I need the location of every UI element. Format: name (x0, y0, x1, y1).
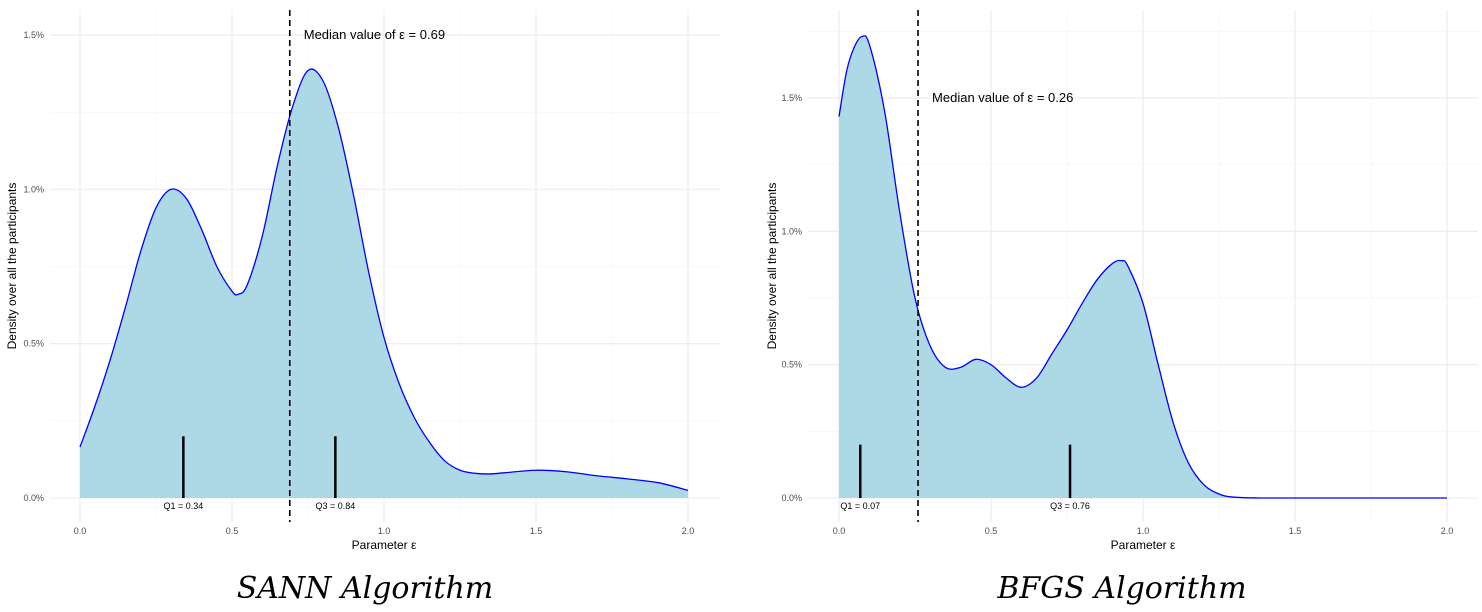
x-tick-label: 0.5 (985, 526, 998, 536)
y-tick-label: 0.5% (23, 339, 44, 349)
x-tick-label: 0.5 (226, 526, 239, 536)
y-tick-label: 1.0% (781, 226, 802, 236)
density-line (838, 35, 1447, 499)
y-tick-label: 0.0% (781, 493, 802, 503)
panel-title: BFGS Algorithm (996, 571, 1246, 606)
x-tick-label: 0.0 (833, 526, 846, 536)
x-tick-label: 1.5 (1289, 526, 1302, 536)
q3-label: Q3 = 0.76 (1050, 501, 1090, 511)
density-area (839, 35, 1447, 499)
y-tick-label: 1.5% (781, 93, 802, 103)
y-tick-label: 0.5% (781, 360, 802, 370)
q3-label: Q3 = 0.84 (315, 501, 355, 511)
x-tick-label: 1.0 (378, 526, 391, 536)
panel-sann: Q1 = 0.34 Q3 = 0.84 Median value of ε = 0.… (5, 10, 720, 606)
y-tick-label: 1.5% (23, 30, 44, 40)
x-axis-label: Parameter ε (352, 538, 417, 552)
x-tick-label: 2.0 (1441, 526, 1454, 536)
median-label: Median value of ε = 0.26 (932, 90, 1073, 105)
y-axis-label: Density over all the participants (5, 183, 19, 350)
q1-label: Q1 = 0.07 (840, 501, 880, 511)
x-tick-label: 1.0 (1137, 526, 1150, 536)
x-tick-label: 2.0 (682, 526, 695, 536)
density-line (79, 68, 689, 491)
panel-title: SANN Algorithm (237, 571, 494, 606)
x-tick-label: 1.5 (530, 526, 543, 536)
x-tick-label: 0.0 (74, 526, 87, 536)
y-tick-label: 1.0% (23, 184, 44, 194)
median-label: Median value of ε = 0.69 (304, 27, 445, 42)
y-tick-label: 0.0% (23, 493, 44, 503)
q1-label: Q1 = 0.34 (163, 501, 203, 511)
y-axis-label: Density over all the participants (765, 183, 779, 350)
x-axis-label: Parameter ε (1111, 538, 1176, 552)
density-area (80, 69, 688, 498)
panel-bfgs: Q1 = 0.07 Q3 = 0.76 Median value of ε = 0.… (765, 10, 1478, 606)
